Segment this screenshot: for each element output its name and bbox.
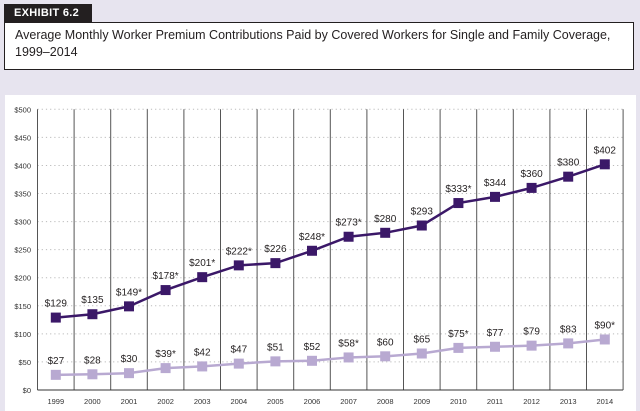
data-label: $28 — [84, 355, 101, 366]
y-tick-label: $350 — [14, 190, 31, 199]
data-label: $280 — [374, 214, 397, 225]
x-tick-label: 2006 — [304, 397, 321, 406]
data-point — [416, 220, 427, 231]
x-tick-label: 2010 — [450, 397, 467, 406]
y-tick-label: $400 — [14, 161, 31, 170]
data-point — [270, 356, 281, 367]
data-point — [343, 352, 354, 363]
data-point — [124, 368, 134, 379]
data-label: $65 — [413, 335, 430, 346]
x-tick-label: 2009 — [413, 397, 430, 406]
data-label: $149* — [116, 287, 142, 298]
y-tick-label: $150 — [14, 302, 31, 311]
data-point — [380, 227, 391, 238]
data-label: $380 — [557, 158, 580, 169]
x-tick-label: 2000 — [84, 397, 101, 406]
chart-title: Average Monthly Worker Premium Contribut… — [4, 22, 634, 70]
x-tick-label: 2007 — [340, 397, 357, 406]
data-label: $58* — [338, 338, 359, 349]
data-label: $83 — [560, 324, 577, 335]
data-label: $402 — [594, 145, 617, 156]
x-tick-label: 1999 — [47, 397, 64, 406]
data-point — [307, 355, 317, 366]
data-point — [490, 191, 500, 202]
data-point — [50, 312, 61, 323]
data-point — [416, 348, 427, 359]
y-tick-label: $450 — [14, 133, 31, 142]
data-label: $47 — [230, 345, 247, 356]
y-tick-label: $100 — [14, 330, 31, 339]
data-label: $135 — [81, 295, 104, 306]
data-point — [599, 334, 610, 345]
data-label: $222* — [226, 246, 252, 257]
data-point — [490, 341, 500, 352]
data-label: $27 — [47, 356, 64, 367]
data-label: $42 — [194, 347, 211, 358]
data-point — [197, 361, 208, 372]
y-tick-label: $250 — [14, 246, 31, 255]
data-point — [599, 159, 610, 170]
data-point — [526, 182, 537, 193]
chart-panel — [5, 95, 636, 411]
data-point — [124, 301, 134, 312]
data-point — [87, 309, 98, 320]
data-label: $75* — [448, 329, 469, 340]
data-point — [380, 351, 391, 362]
data-label: $52 — [304, 342, 321, 353]
data-point — [453, 198, 464, 209]
x-tick-label: 2003 — [194, 397, 211, 406]
data-label: $344 — [484, 178, 507, 189]
data-label: $226 — [264, 244, 287, 255]
y-tick-label: $300 — [14, 218, 31, 227]
series-line — [55, 163, 606, 319]
data-label: $39* — [155, 349, 176, 360]
x-tick-label: 2013 — [560, 397, 577, 406]
data-label: $79 — [523, 327, 540, 338]
x-tick-label: 2005 — [267, 397, 284, 406]
data-label: $178* — [153, 271, 179, 282]
y-tick-label: $200 — [14, 274, 31, 283]
data-point — [160, 285, 171, 296]
data-point — [160, 363, 171, 374]
x-tick-label: 2004 — [230, 397, 247, 406]
data-point — [270, 258, 281, 269]
data-point — [307, 245, 317, 256]
x-tick-label: 2002 — [157, 397, 174, 406]
x-tick-label: 2014 — [596, 397, 613, 406]
data-point — [563, 338, 574, 349]
x-tick-label: 2001 — [121, 397, 138, 406]
data-label: $129 — [45, 299, 68, 310]
series-line — [55, 338, 605, 377]
data-label: $60 — [377, 337, 394, 348]
data-label: $273* — [336, 218, 362, 229]
exhibit-label: EXHIBIT 6.2 — [4, 4, 92, 22]
data-point — [453, 342, 464, 353]
data-point — [50, 369, 61, 380]
data-point — [233, 260, 244, 271]
y-tick-label: $500 — [14, 105, 31, 114]
data-point — [526, 340, 537, 351]
data-point — [343, 231, 354, 242]
y-tick-label: $0 — [23, 386, 31, 395]
data-label: $333* — [445, 184, 471, 195]
data-label: $90* — [595, 320, 616, 331]
x-tick-label: 2012 — [523, 397, 540, 406]
data-label: $201* — [189, 258, 215, 269]
data-point — [87, 369, 98, 380]
data-label: $30 — [121, 354, 138, 365]
x-tick-label: 2008 — [377, 397, 394, 406]
y-tick-label: $50 — [18, 358, 31, 367]
data-label: $360 — [520, 169, 543, 180]
data-label: $293 — [411, 207, 434, 218]
x-tick-label: 2011 — [487, 397, 503, 406]
data-label: $51 — [267, 342, 284, 353]
data-label: $248* — [299, 232, 325, 243]
data-label: $77 — [487, 328, 504, 339]
data-point — [233, 358, 244, 369]
data-point — [563, 171, 574, 182]
data-point — [197, 272, 208, 283]
